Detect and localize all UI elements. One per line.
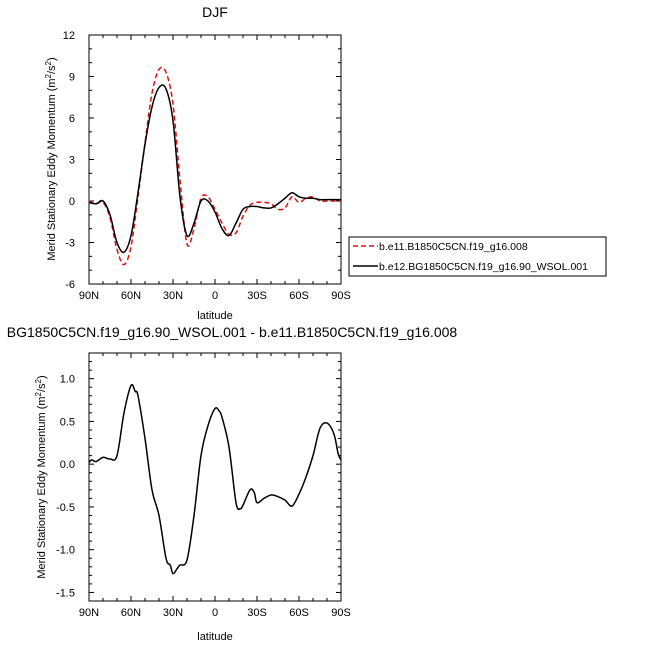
x-tick-label: 60N [121, 607, 141, 619]
y-axis-title-mid: /s [46, 65, 58, 74]
x-tick-label: 60N [121, 290, 141, 302]
x-tick-label: 90S [331, 290, 351, 302]
tick-group [88, 352, 342, 602]
y-tick-label: -1.0 [56, 545, 75, 557]
y-tick-label: -1.5 [56, 587, 75, 599]
x-axis-title: latitude [197, 631, 232, 643]
tick-label-group: 90N 60N 30N 0 30S 60S 90S -1.5 -1.0 -0.5 0.0 0.5 1.0 [56, 374, 351, 619]
legend: b.e11.B1850C5CN.f19_g16.008 b.e12.BG1850… [348, 236, 607, 277]
y-axis-title-sup2: 2 [34, 378, 43, 383]
y-tick-label: 12 [63, 30, 75, 42]
x-tick-label: 0 [212, 607, 218, 619]
y-tick-label: 6 [69, 113, 75, 125]
y-axis-title-sup2: 2 [44, 60, 53, 65]
y-axis-title-main: Merid Stationary Eddy Momentum (m [36, 396, 48, 578]
y-axis-title-end: ) [36, 375, 48, 379]
x-tick-label: 30S [247, 290, 267, 302]
y-tick-label: -0.5 [56, 502, 75, 514]
y-tick-label: 0 [69, 196, 75, 208]
series-line-1 [88, 383, 342, 575]
tick-group [88, 34, 342, 285]
legend-label-series-2: b.e12.BG1850C5CN.f19_g16.90_WSOL.001 [379, 261, 588, 273]
series-line-1 [88, 66, 341, 266]
x-tick-label: 30N [163, 607, 183, 619]
series-line-2 [88, 84, 341, 254]
y-tick-label: 1.0 [60, 374, 75, 386]
y-axis-title-mid: /s [36, 383, 48, 392]
y-tick-label: -3 [65, 238, 75, 250]
y-tick-label: 0.0 [60, 459, 75, 471]
y-tick-label: 0.5 [60, 416, 75, 428]
x-tick-label: 60S [289, 607, 309, 619]
x-tick-label: 30N [163, 290, 183, 302]
y-axis-title: Merid Stationary Eddy Momentum (m2/s2) [44, 57, 58, 260]
chart-difference: BG1850C5CN.f19_g16.90_WSOL.001 - b.e11.B… [7, 324, 458, 643]
y-axis-title: Merid Stationary Eddy Momentum (m2/s2) [34, 375, 48, 578]
x-tick-label: 90N [79, 290, 99, 302]
series-group [88, 66, 341, 266]
legend-frame [348, 236, 607, 277]
legend-label-series-1: b.e11.B1850C5CN.f19_g16.008 [379, 241, 528, 253]
y-axis-title-end: ) [46, 57, 58, 61]
x-tick-label: 90S [331, 607, 351, 619]
y-tick-label: -6 [65, 279, 75, 291]
y-tick-label: 9 [69, 72, 75, 84]
y-tick-label: 3 [69, 155, 75, 167]
y-axis-title-sup1: 2 [44, 73, 53, 78]
y-axis-title-main: Merid Stationary Eddy Momentum (m [46, 78, 58, 260]
x-tick-label: 90N [79, 607, 99, 619]
chart-title: DJF [202, 4, 228, 20]
x-tick-label: 30S [247, 607, 267, 619]
x-axis-title: latitude [197, 310, 232, 322]
chart-title: BG1850C5CN.f19_g16.90_WSOL.001 - b.e11.B… [7, 324, 458, 340]
x-tick-label: 0 [212, 290, 218, 302]
plot-frame [88, 34, 342, 285]
x-tick-label: 60S [289, 290, 309, 302]
y-axis-title-sup1: 2 [34, 391, 43, 396]
plot-frame [88, 352, 342, 602]
series-group [88, 383, 342, 575]
chart-djf: DJF 90N 60N 30N 0 30S 60S 90S -6 -3 0 3 6 9 12 latitu… [44, 4, 607, 322]
tick-label-group: 90N 60N 30N 0 30S 60S 90S -6 -3 0 3 6 9 12 [63, 30, 351, 302]
